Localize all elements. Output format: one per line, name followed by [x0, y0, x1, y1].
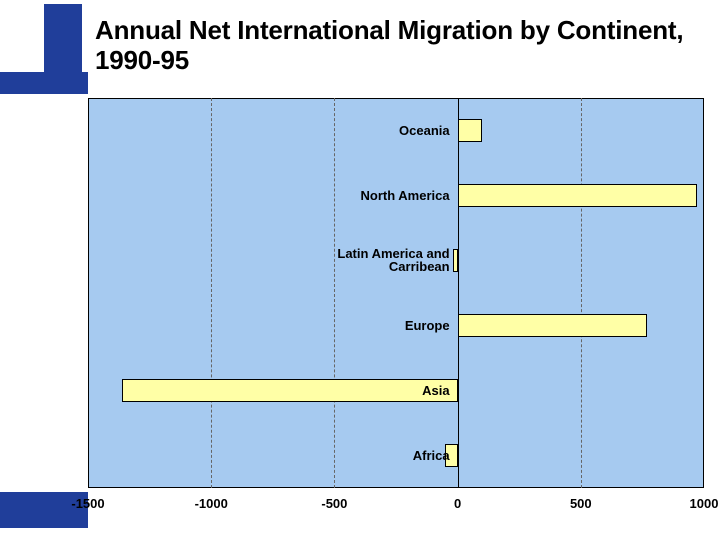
- gridline: [581, 98, 582, 488]
- bar: [458, 314, 648, 337]
- x-tick-label: 1000: [690, 496, 719, 511]
- bar: [458, 184, 697, 207]
- category-label: Asia: [422, 384, 449, 398]
- category-tick: [458, 442, 459, 469]
- category-label: Oceania: [399, 124, 450, 138]
- x-tick-label: -1000: [195, 496, 228, 511]
- bar: [453, 249, 458, 272]
- x-tick-label: -1500: [71, 496, 104, 511]
- category-label: North America: [361, 189, 450, 203]
- deco-block: [0, 72, 88, 94]
- gridline: [334, 98, 335, 488]
- bar: [122, 379, 457, 402]
- category-tick: [458, 377, 459, 404]
- plot-area: [88, 98, 704, 488]
- category-label: Europe: [405, 319, 450, 333]
- category-label: Africa: [413, 449, 450, 463]
- x-tick-label: -500: [321, 496, 347, 511]
- zero-line: [458, 98, 459, 488]
- deco-block: [44, 4, 82, 72]
- category-label: Latin America and Carribean: [337, 247, 449, 274]
- category-tick: [458, 247, 459, 274]
- slide: Annual Net International Migration by Co…: [0, 0, 720, 540]
- bar: [458, 119, 483, 142]
- x-tick-label: 0: [454, 496, 461, 511]
- gridline: [211, 98, 212, 488]
- chart-title: Annual Net International Migration by Co…: [95, 16, 700, 76]
- x-tick-label: 500: [570, 496, 592, 511]
